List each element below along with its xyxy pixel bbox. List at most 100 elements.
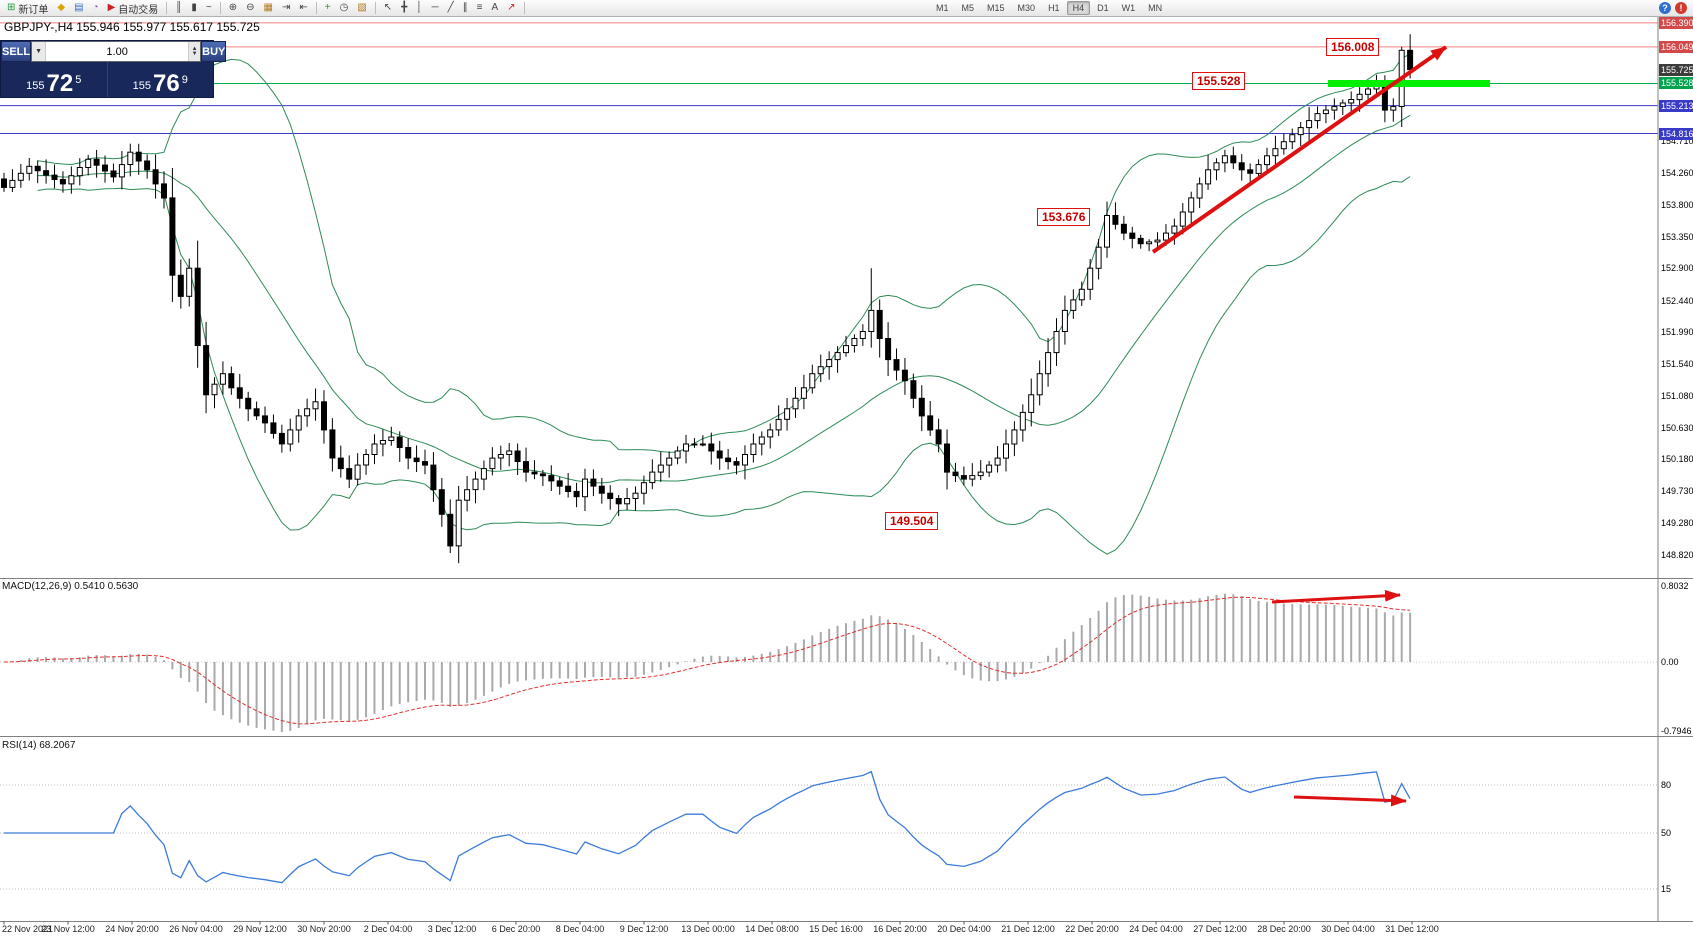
sell-price-point: 5 <box>75 74 82 86</box>
cursor-icon[interactable]: ↖ <box>380 1 396 16</box>
bar-chart-icon: ║ <box>175 2 183 13</box>
bar-chart-icon[interactable]: ║ <box>171 1 186 16</box>
alerts-icon[interactable]: ◔ <box>89 1 103 16</box>
periods-icon[interactable]: ◷ <box>336 1 353 16</box>
zoom-out-icon[interactable]: ⊖ <box>242 1 258 16</box>
line-chart-icon[interactable]: ~ <box>202 1 216 16</box>
timeframe-toolbar: M1 M5 M15 M30 H1 H4 D1 W1 MN <box>930 1 1168 15</box>
buy-price-display[interactable]: 155 76 9 <box>106 62 214 97</box>
toolbar-separator <box>166 2 168 14</box>
vertical-line-icon: │ <box>416 2 423 13</box>
toolbar-separator <box>374 2 376 14</box>
candles-layer <box>1 34 1414 564</box>
indicators-icon: + <box>324 2 331 13</box>
bollinger-lower-band <box>37 176 1411 555</box>
candlestick-chart-icon[interactable]: ▮ <box>187 1 201 16</box>
zoom-in-icon[interactable]: ⊕ <box>225 1 241 16</box>
horizontal-line-icon[interactable]: ─ <box>427 1 442 16</box>
volume-input[interactable] <box>46 42 189 61</box>
horizontal-line-icon: ─ <box>431 2 439 13</box>
timeframe-w1-button[interactable]: W1 <box>1116 1 1142 15</box>
volume-field: ▼ ▲▼ <box>31 41 202 62</box>
crosshair-icon: ╋ <box>401 2 408 13</box>
buy-button[interactable]: BUY <box>201 41 227 62</box>
help-icon[interactable]: ? <box>1659 2 1671 14</box>
spin-up-icon[interactable]: ▲ <box>191 45 198 52</box>
new-order-button[interactable]: ⊞ 新订单 <box>3 1 52 16</box>
profile-icon: ▤ <box>74 2 84 13</box>
toolbar: ⊞ 新订单 ◆ ▤ ◔ ▶ 自动交易 ║ ▮ ~ ⊕ ⊖ ▦ ⇥ ⇤ + ◷ ▧ ↖ ╋ │ ─ ╱ ∥ ≡ A ↗ M1 M5 M15 M… <box>0 0 1693 17</box>
arrows-tool-icon: ↗ <box>507 2 516 13</box>
auto-scroll-icon: ⇥ <box>281 2 291 13</box>
sell-price-pips: 72 <box>46 69 74 97</box>
trendline-icon: ╱ <box>447 2 454 13</box>
one-click-trading-panel: SELL ▼ ▲▼ BUY 155 72 5 155 76 9 <box>0 40 227 98</box>
trade-panel-controls: SELL ▼ ▲▼ BUY <box>1 41 227 62</box>
cursor-icon: ↖ <box>383 2 393 13</box>
tile-windows-icon[interactable]: ▦ <box>260 1 277 16</box>
chart-shift-icon[interactable]: ⇤ <box>295 1 311 16</box>
chart-shift-icon: ⇤ <box>299 2 308 13</box>
timeframe-m1-button[interactable]: M1 <box>930 1 955 15</box>
toolbar-separator <box>219 2 221 14</box>
indicators-icon[interactable]: + <box>321 1 335 16</box>
crosshair-icon[interactable]: ╋ <box>397 1 411 16</box>
fibonacci-icon: ≡ <box>476 2 483 13</box>
sell-button[interactable]: SELL <box>1 41 32 62</box>
alerts-icon: ◔ <box>92 2 99 13</box>
autotrading-button-label: 自动交易 <box>118 4 159 16</box>
timeframe-m5-button[interactable]: M5 <box>956 1 981 15</box>
volume-dropdown-icon[interactable]: ▼ <box>32 42 47 61</box>
autotrading-button[interactable]: ▶ 自动交易 <box>104 1 163 16</box>
arrows-tool-icon[interactable]: ↗ <box>503 1 519 16</box>
buy-price-pips: 76 <box>153 69 180 97</box>
trade-panel-quotes: 155 72 5 155 76 9 <box>1 62 213 97</box>
templates-icon[interactable]: ▧ <box>353 1 370 16</box>
spin-down-icon[interactable]: ▼ <box>191 50 198 57</box>
toolbar-separator <box>315 2 317 14</box>
auto-scroll-icon[interactable]: ⇥ <box>278 1 294 16</box>
toolbar-right-icons: ?! <box>1659 2 1687 14</box>
volume-spinner[interactable]: ▲ ▼ <box>188 42 201 61</box>
trend-arrow-2[interactable] <box>1293 794 1407 807</box>
text-icon[interactable]: A <box>487 1 502 16</box>
support-zone-highlight[interactable] <box>1328 80 1490 87</box>
charts-grid-icon[interactable]: ◆ <box>53 1 69 16</box>
text-icon: A <box>491 2 499 13</box>
zoom-out-icon: ⊖ <box>246 2 255 13</box>
timeframe-m15-button[interactable]: M15 <box>981 1 1011 15</box>
templates-icon: ▧ <box>357 2 367 13</box>
vertical-line-icon[interactable]: │ <box>412 1 426 16</box>
timeframe-mn-button[interactable]: MN <box>1142 1 1168 15</box>
timeframe-m30-button[interactable]: M30 <box>1012 1 1042 15</box>
buy-price-point: 9 <box>181 74 188 86</box>
autotrading-icon: ▶ <box>107 2 116 13</box>
rsi-line <box>4 770 1411 884</box>
channel-icon[interactable]: ∥ <box>459 1 472 16</box>
profile-icon[interactable]: ▤ <box>70 1 87 16</box>
bollinger-middle-band <box>37 114 1411 484</box>
new-order-icon: ⊞ <box>7 2 16 13</box>
charts-grid-icon: ◆ <box>57 2 66 13</box>
chart-ohlc-title: GBPJPY-,H4 155.946 155.977 155.617 155.7… <box>4 20 260 34</box>
tile-windows-icon: ▦ <box>263 2 273 13</box>
channel-icon: ∥ <box>462 2 468 13</box>
candlestick-chart-icon: ▮ <box>191 2 197 13</box>
trend-arrow-1[interactable] <box>1271 589 1401 604</box>
timeframe-d1-button[interactable]: D1 <box>1091 1 1115 15</box>
line-chart-icon: ~ <box>205 2 212 13</box>
community-icon[interactable]: ! <box>1675 2 1687 14</box>
timeframe-h1-button[interactable]: H1 <box>1042 1 1066 15</box>
timeframe-h4-button[interactable]: H4 <box>1066 1 1091 15</box>
new-order-button-label: 新订单 <box>18 4 49 16</box>
macd-signal-line <box>3 596 1411 725</box>
trendline-icon[interactable]: ╱ <box>444 1 458 16</box>
bollinger-upper-band <box>37 53 1411 453</box>
trend-arrow-0[interactable] <box>1151 45 1448 254</box>
sell-price-figure: 155 <box>26 80 45 92</box>
periods-icon: ◷ <box>339 2 349 13</box>
fibonacci-icon[interactable]: ≡ <box>473 1 487 16</box>
sell-price-display[interactable]: 155 72 5 <box>1 62 107 97</box>
